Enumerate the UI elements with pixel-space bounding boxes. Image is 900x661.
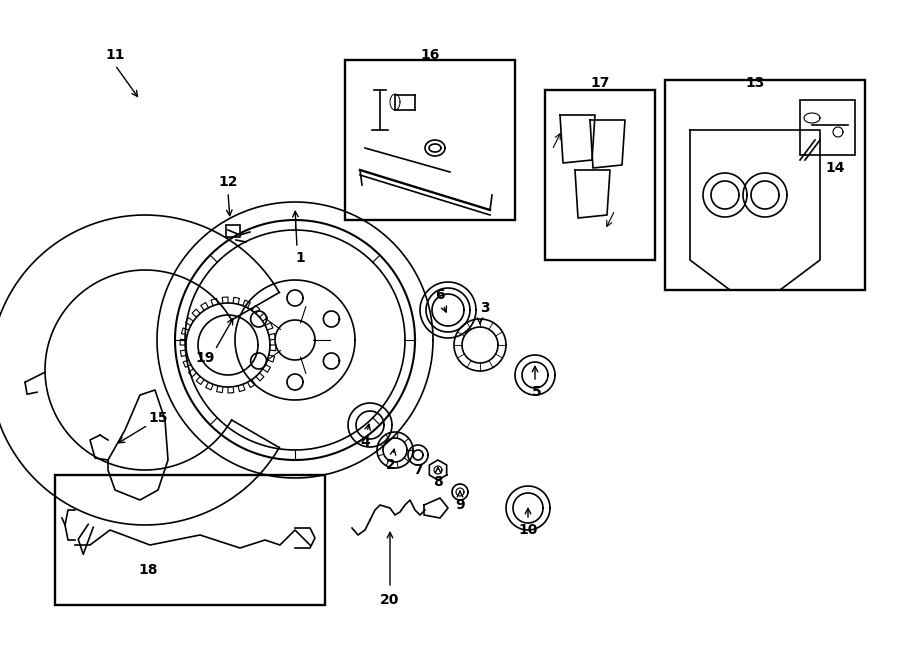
Text: 8: 8 (433, 475, 443, 489)
Text: 16: 16 (420, 48, 440, 62)
Text: 20: 20 (381, 593, 400, 607)
Text: 19: 19 (195, 351, 215, 365)
Text: 2: 2 (386, 458, 396, 472)
Text: 3: 3 (481, 301, 490, 315)
Bar (800, 100, 855, 155)
Text: 1: 1 (295, 251, 305, 265)
Bar (545, 90, 655, 260)
Text: 11: 11 (105, 48, 125, 62)
Bar (226, 225, 240, 237)
Text: 5: 5 (532, 385, 542, 399)
Text: 15: 15 (148, 411, 167, 425)
Text: 18: 18 (139, 563, 158, 577)
Text: 13: 13 (745, 76, 765, 90)
Text: 7: 7 (413, 463, 423, 477)
Bar (55, 475, 325, 605)
Text: 4: 4 (360, 435, 370, 449)
Text: 12: 12 (218, 175, 238, 189)
Text: 17: 17 (590, 76, 609, 90)
Text: 9: 9 (455, 498, 464, 512)
Text: 10: 10 (518, 523, 537, 537)
Bar (345, 60, 515, 220)
Text: 6: 6 (436, 288, 445, 302)
Bar (665, 80, 865, 290)
Text: 14: 14 (825, 161, 845, 175)
